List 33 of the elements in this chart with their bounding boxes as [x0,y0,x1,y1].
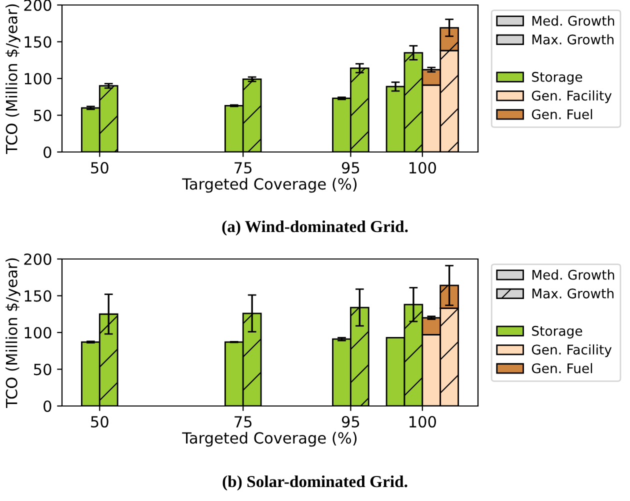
text: Max. Growth [532,34,614,44]
y-tick-label: 150 [24,290,52,302]
legend-label: Gen. Fuel [532,363,592,374]
x-tick-label: 75 [234,416,252,428]
legend-label: Gen. Facility [532,90,612,104]
y-tick-label: 50 [34,364,52,376]
text: Med. Growth [532,270,614,280]
x-axis-title: Targeted Coverage (%) [182,178,357,193]
text: (a) Wind-dominated Grid. [222,220,408,236]
y-tick-label: 50 [34,110,52,122]
x-tick-label: 95 [342,416,360,428]
y-tick-label: 100 [24,326,52,339]
x-tick-label: 100 [410,162,436,174]
x-axis-title: Targeted Coverage (%) [182,432,357,447]
text: (b) Solar-dominated Grid. [222,475,408,491]
x-tick-label: 75 [234,162,252,174]
y-axis-title: TCO (Million $/year) [6,4,20,154]
y-tick-label: 150 [24,36,52,48]
x-tick-label: 50 [91,416,108,428]
x-tick-label: 50 [91,162,108,174]
y-tick-label: 0 [44,400,52,412]
legend-label: Storage [532,72,582,84]
y-tick-label: 100 [24,72,52,85]
text: Med. Growth [532,16,614,26]
y-tick-label: 0 [44,146,52,158]
x-tick-label: 95 [342,162,360,174]
x-tick-label: 100 [410,416,436,428]
legend-label: Gen. Fuel [532,109,592,120]
y-tick-label: 200 [24,253,52,266]
y-axis-title: TCO (Million $/year) [6,258,20,408]
legend-label: Storage [532,326,582,338]
text: Max. Growth [532,288,614,298]
legend-label: Gen. Facility [532,344,612,358]
